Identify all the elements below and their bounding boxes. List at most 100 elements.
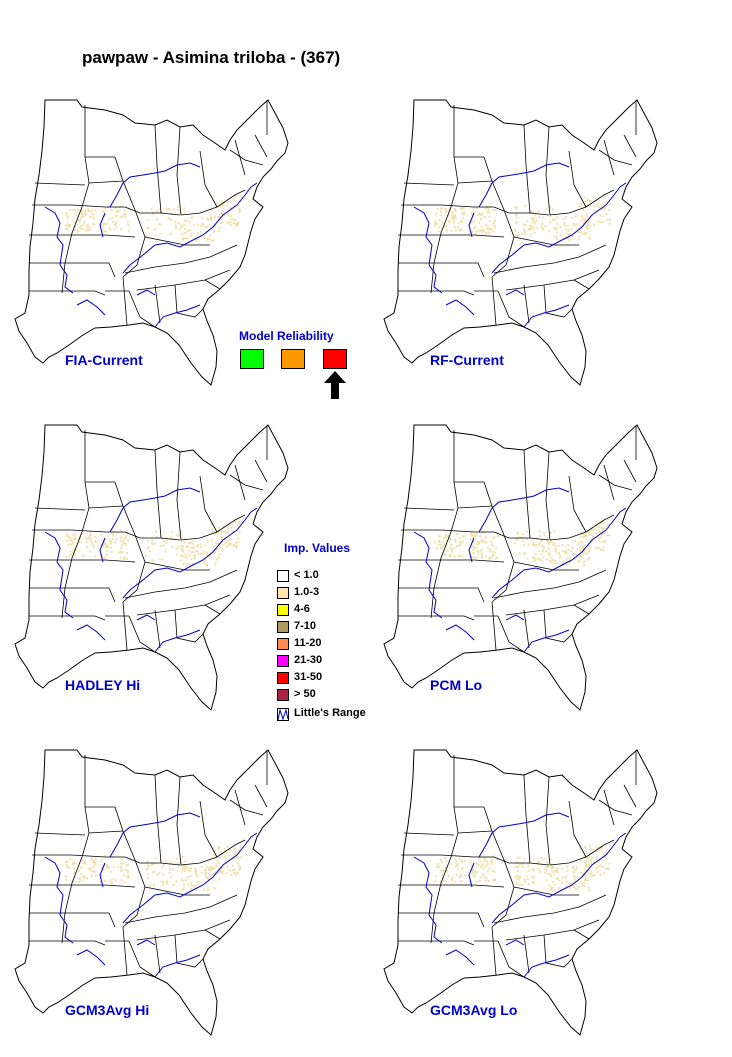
littles-range-line xyxy=(244,507,258,521)
panel-label: RF-Current xyxy=(430,352,504,368)
state-border xyxy=(136,919,231,941)
littles-range-line xyxy=(99,862,106,888)
state-border xyxy=(71,854,106,858)
state-border xyxy=(598,149,633,166)
legend-swatch xyxy=(277,587,289,599)
state-border xyxy=(439,559,505,563)
state-border xyxy=(229,799,264,816)
littles-range-line xyxy=(445,949,475,966)
state-border xyxy=(457,505,493,509)
legend-swatch xyxy=(277,672,289,684)
state-border xyxy=(229,149,264,166)
state-border xyxy=(549,206,587,216)
state-border xyxy=(144,236,210,246)
coastline-outline xyxy=(383,99,658,386)
state-border xyxy=(549,856,587,866)
littles-range-line xyxy=(76,624,106,641)
coastline-outline xyxy=(14,749,289,1036)
legend-label: 21-30 xyxy=(294,654,323,666)
littles-range-line xyxy=(109,162,201,208)
state-border xyxy=(543,284,573,318)
state-border xyxy=(180,856,218,866)
legend-swatch xyxy=(277,689,289,701)
panel-label: PCM Lo xyxy=(430,677,483,693)
state-border xyxy=(254,459,268,483)
state-border xyxy=(440,854,475,858)
map-layer xyxy=(383,424,658,711)
state-border xyxy=(63,615,106,621)
littles-range-line xyxy=(613,182,627,196)
state-border xyxy=(603,464,615,501)
state-border xyxy=(154,934,161,974)
littles-range-line xyxy=(44,856,74,944)
state-border xyxy=(497,290,525,328)
state-border xyxy=(128,615,156,653)
littles-range-line xyxy=(154,304,201,328)
state-border xyxy=(88,505,124,509)
state-border xyxy=(254,784,268,808)
state-border xyxy=(430,755,459,944)
state-border xyxy=(61,430,90,619)
state-border xyxy=(70,884,136,888)
state-border xyxy=(523,774,531,864)
state-border xyxy=(513,236,579,246)
state-border xyxy=(529,212,550,216)
legend-swatch xyxy=(277,621,289,633)
state-border xyxy=(440,204,475,208)
state-border xyxy=(432,940,475,946)
state-border xyxy=(513,561,579,571)
state-border xyxy=(491,276,497,326)
state-border xyxy=(457,180,493,184)
model-reliability-title: Model Reliability xyxy=(239,329,334,343)
coastline-outline xyxy=(14,424,289,711)
map-layer xyxy=(14,749,289,1036)
map-panel-hadley-hi: HADLEY Hi xyxy=(5,420,325,720)
state-border xyxy=(505,269,600,291)
us-state-map xyxy=(383,749,658,1036)
state-border xyxy=(122,830,146,928)
state-border xyxy=(154,284,161,324)
littles-range-line xyxy=(505,289,525,296)
state-border xyxy=(598,799,633,816)
state-border xyxy=(403,832,455,836)
littles-range-line xyxy=(523,954,570,978)
littles-range-line xyxy=(413,531,443,619)
state-border xyxy=(493,244,607,274)
littles-range-line xyxy=(109,487,201,533)
legend-title: Imp. Values xyxy=(284,541,351,555)
state-border xyxy=(34,507,86,511)
littles-range-line xyxy=(468,862,475,888)
littles-range-line xyxy=(154,629,201,653)
state-border xyxy=(623,459,637,483)
range-line-icon xyxy=(277,708,289,721)
map-layer xyxy=(14,99,289,386)
state-border xyxy=(216,514,246,533)
state-border xyxy=(199,150,218,208)
littles-range-line xyxy=(99,212,106,238)
state-border xyxy=(234,139,246,176)
state-border xyxy=(71,204,106,208)
state-border xyxy=(483,156,493,182)
state-border xyxy=(549,531,587,541)
littles-range-line xyxy=(468,537,475,563)
state-border xyxy=(128,940,156,978)
state-border xyxy=(493,894,607,924)
state-border xyxy=(160,212,181,216)
state-border xyxy=(434,262,485,278)
panel-label: GCM3Avg Lo xyxy=(430,1002,518,1018)
state-border xyxy=(176,126,182,216)
state-border xyxy=(543,609,573,643)
state-border xyxy=(254,134,268,158)
us-state-map xyxy=(14,99,289,386)
state-border xyxy=(439,884,505,888)
state-border xyxy=(160,862,181,866)
state-border xyxy=(623,784,637,808)
state-border xyxy=(114,806,124,832)
state-border xyxy=(545,126,551,216)
up-arrow-icon xyxy=(324,371,346,399)
state-border xyxy=(523,449,531,539)
state-border xyxy=(71,529,106,533)
state-border xyxy=(430,430,459,619)
littles-range-line xyxy=(76,949,106,966)
legend-label: 4-6 xyxy=(294,603,310,615)
